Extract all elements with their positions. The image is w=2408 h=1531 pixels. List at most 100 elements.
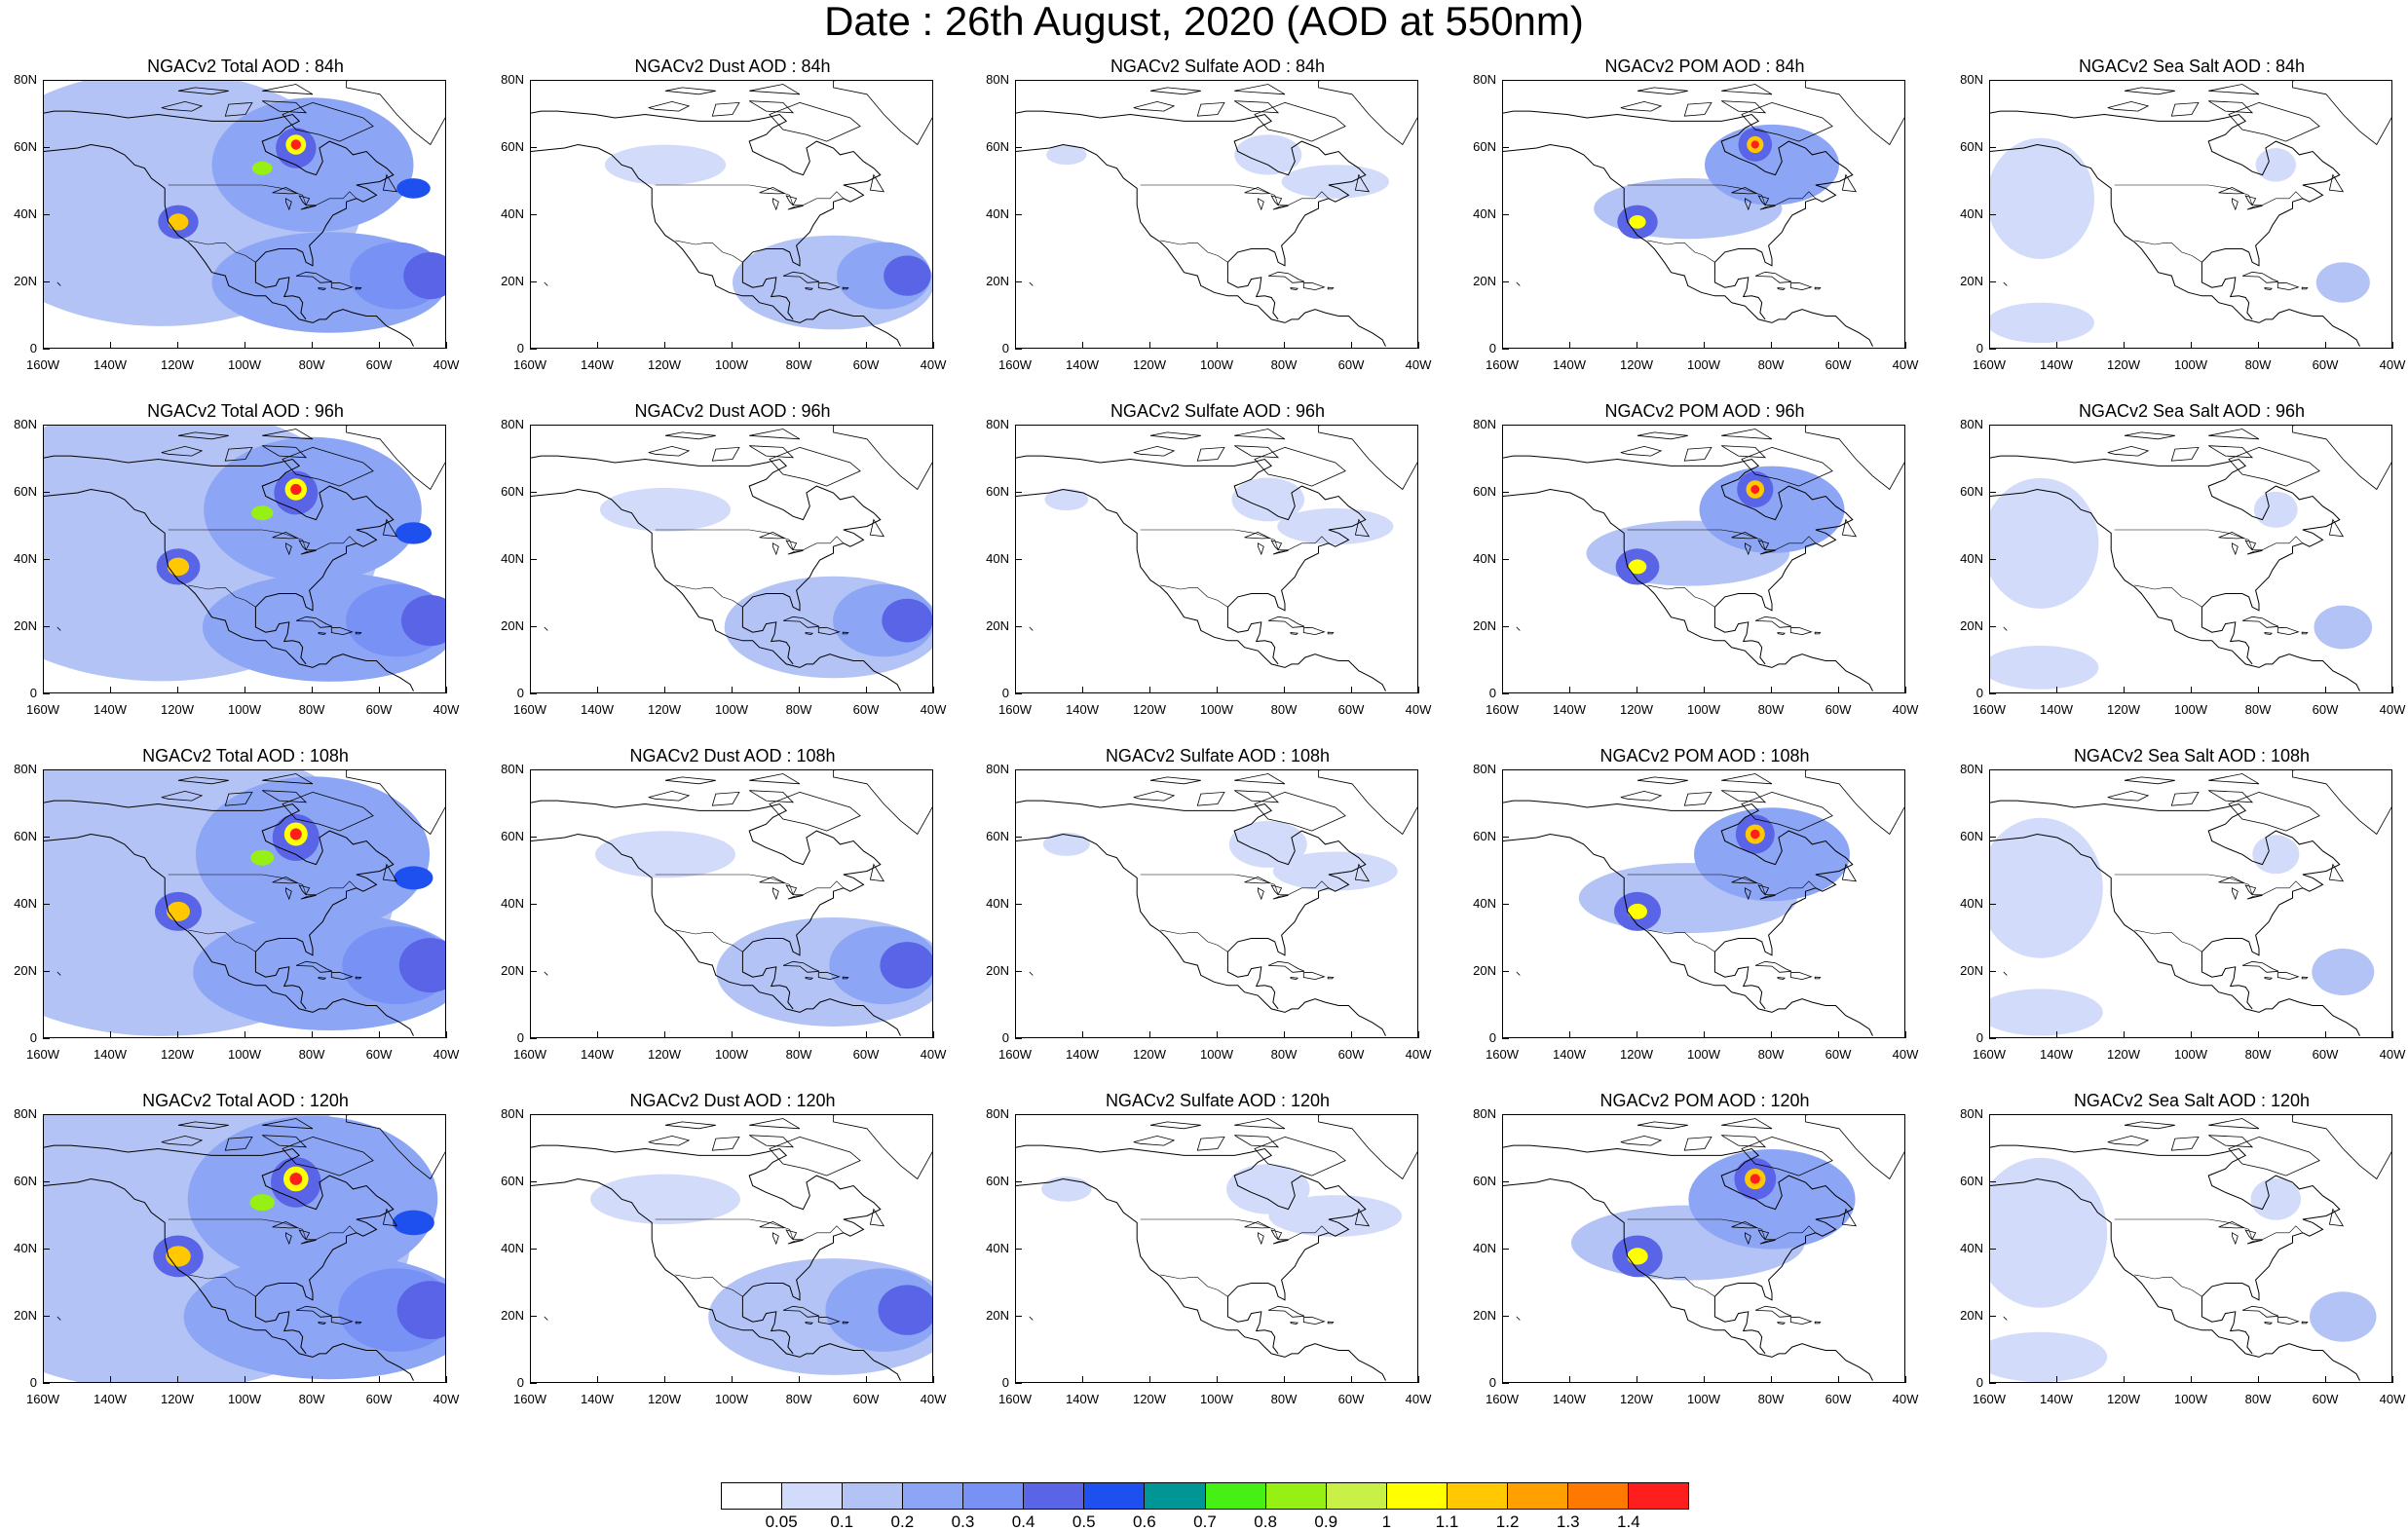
lat-tick bbox=[43, 1181, 50, 1182]
island-outline bbox=[2208, 773, 2260, 785]
aod-field bbox=[2253, 491, 2298, 528]
lat-tick bbox=[1502, 214, 1509, 215]
lon-tick bbox=[2258, 1031, 2259, 1038]
island-outline bbox=[1516, 971, 1521, 976]
island-outline bbox=[282, 446, 374, 487]
lon-tick-label: 100W bbox=[2174, 702, 2207, 717]
lon-tick-label: 160W bbox=[998, 1047, 1032, 1062]
island-outline bbox=[817, 626, 841, 636]
lon-tick bbox=[1569, 687, 1570, 693]
map-panel: NGACv2 Sulfate AOD : 108h 80N 60N 40N 20N 0 16… bbox=[972, 740, 1453, 1076]
island-outline bbox=[2228, 101, 2320, 142]
country-border bbox=[1160, 240, 1228, 263]
island-outline bbox=[2170, 791, 2200, 806]
lon-tick-label: 120W bbox=[1133, 357, 1166, 372]
lon-tick-label: 40W bbox=[920, 357, 947, 372]
coastline bbox=[1503, 800, 1854, 966]
island-outline bbox=[261, 445, 308, 459]
island-outline bbox=[2170, 446, 2200, 462]
island-outline bbox=[1759, 205, 1776, 210]
country-border bbox=[1140, 184, 1330, 205]
island-outline bbox=[1741, 101, 1833, 142]
lon-tick-label: 160W bbox=[1486, 1047, 1519, 1062]
island-outline bbox=[2124, 776, 2175, 785]
island-outline bbox=[2208, 429, 2260, 440]
map-panel: NGACv2 Total AOD : 84h 80N 60N 40N 20N 0 160W 1… bbox=[0, 51, 481, 387]
lon-tick bbox=[2056, 1376, 2057, 1383]
island-outline bbox=[282, 101, 374, 142]
island-outline bbox=[1318, 1115, 1417, 1180]
map-plot-area bbox=[1015, 1114, 1418, 1383]
island-outline bbox=[2292, 426, 2391, 491]
lat-tick bbox=[43, 80, 50, 81]
lon-tick bbox=[1015, 342, 1016, 349]
lon-tick bbox=[177, 1376, 178, 1383]
lon-tick bbox=[933, 342, 934, 349]
island-outline bbox=[224, 791, 253, 806]
lon-tick-label: 40W bbox=[920, 1392, 947, 1406]
lon-tick bbox=[530, 687, 531, 693]
lon-tick-label: 160W bbox=[513, 1392, 546, 1406]
island-outline bbox=[1516, 1316, 1521, 1321]
colorbar-box bbox=[1265, 1483, 1327, 1509]
island-outline bbox=[1620, 790, 1663, 802]
map-svg bbox=[1503, 81, 1904, 347]
lon-tick-label: 100W bbox=[1200, 357, 1233, 372]
lat-tick bbox=[1015, 281, 1022, 282]
lat-tick bbox=[530, 837, 537, 838]
lon-tick-label: 80W bbox=[2244, 1392, 2272, 1406]
island-outline bbox=[346, 1115, 445, 1180]
colorbar-label: 0.1 bbox=[830, 1512, 854, 1531]
lat-tick-label: 20N bbox=[1960, 274, 1983, 288]
island-outline bbox=[1258, 887, 1264, 901]
lon-tick-label: 140W bbox=[1066, 702, 1099, 717]
lon-tick bbox=[2392, 687, 2393, 693]
lon-tick bbox=[597, 687, 598, 693]
aod-field bbox=[195, 776, 431, 933]
aod-field bbox=[251, 161, 273, 175]
coastline bbox=[1503, 1144, 1854, 1311]
lon-tick-label: 40W bbox=[2379, 1047, 2406, 1062]
island-outline bbox=[1721, 773, 1773, 785]
island-outline bbox=[772, 887, 779, 901]
island-outline bbox=[1302, 971, 1326, 981]
aod-field bbox=[1627, 1248, 1648, 1265]
country-border bbox=[1160, 1274, 1228, 1297]
lat-tick-label: 20N bbox=[986, 274, 1009, 288]
lon-tick bbox=[312, 342, 313, 349]
lon-tick bbox=[1838, 1376, 1839, 1383]
lat-tick-label: 60N bbox=[986, 829, 1009, 843]
lat-tick bbox=[43, 693, 50, 694]
lon-tick bbox=[110, 1376, 111, 1383]
colorbar-label: 1.3 bbox=[1556, 1512, 1580, 1531]
lat-tick-label: 60N bbox=[501, 139, 524, 154]
panel-title: NGACv2 Dust AOD : 96h bbox=[634, 401, 831, 421]
aod-field bbox=[401, 595, 445, 647]
lat-tick-label: 80N bbox=[501, 762, 524, 776]
island-outline bbox=[1290, 287, 1298, 291]
lat-tick bbox=[530, 425, 537, 426]
colorbar-box bbox=[843, 1483, 904, 1509]
map-plot-area bbox=[1015, 80, 1418, 349]
lon-tick bbox=[2191, 342, 2192, 349]
lat-tick-label: 80N bbox=[1473, 72, 1496, 87]
island-outline bbox=[748, 790, 795, 803]
coastline bbox=[1503, 143, 1873, 347]
island-outline bbox=[1745, 887, 1751, 901]
lon-tick-label: 40W bbox=[2379, 1392, 2406, 1406]
lon-tick bbox=[597, 1376, 598, 1383]
island-outline bbox=[1777, 977, 1786, 981]
lon-tick bbox=[1905, 342, 1906, 349]
lat-tick-label: 0 bbox=[516, 1030, 524, 1045]
country-border bbox=[1647, 584, 1715, 608]
lat-tick-label: 40N bbox=[1473, 551, 1496, 566]
map-plot-area bbox=[1989, 425, 2392, 693]
map-panel: NGACv2 Total AOD : 108h 80N 60N 40N 20N 0 160W… bbox=[0, 740, 481, 1076]
aod-field bbox=[289, 828, 302, 840]
lon-tick bbox=[1217, 1376, 1218, 1383]
island-outline bbox=[2003, 626, 2008, 631]
country-border bbox=[655, 874, 845, 895]
country-border bbox=[675, 929, 743, 952]
country-border bbox=[675, 1274, 743, 1297]
lon-tick-label: 100W bbox=[715, 1047, 748, 1062]
